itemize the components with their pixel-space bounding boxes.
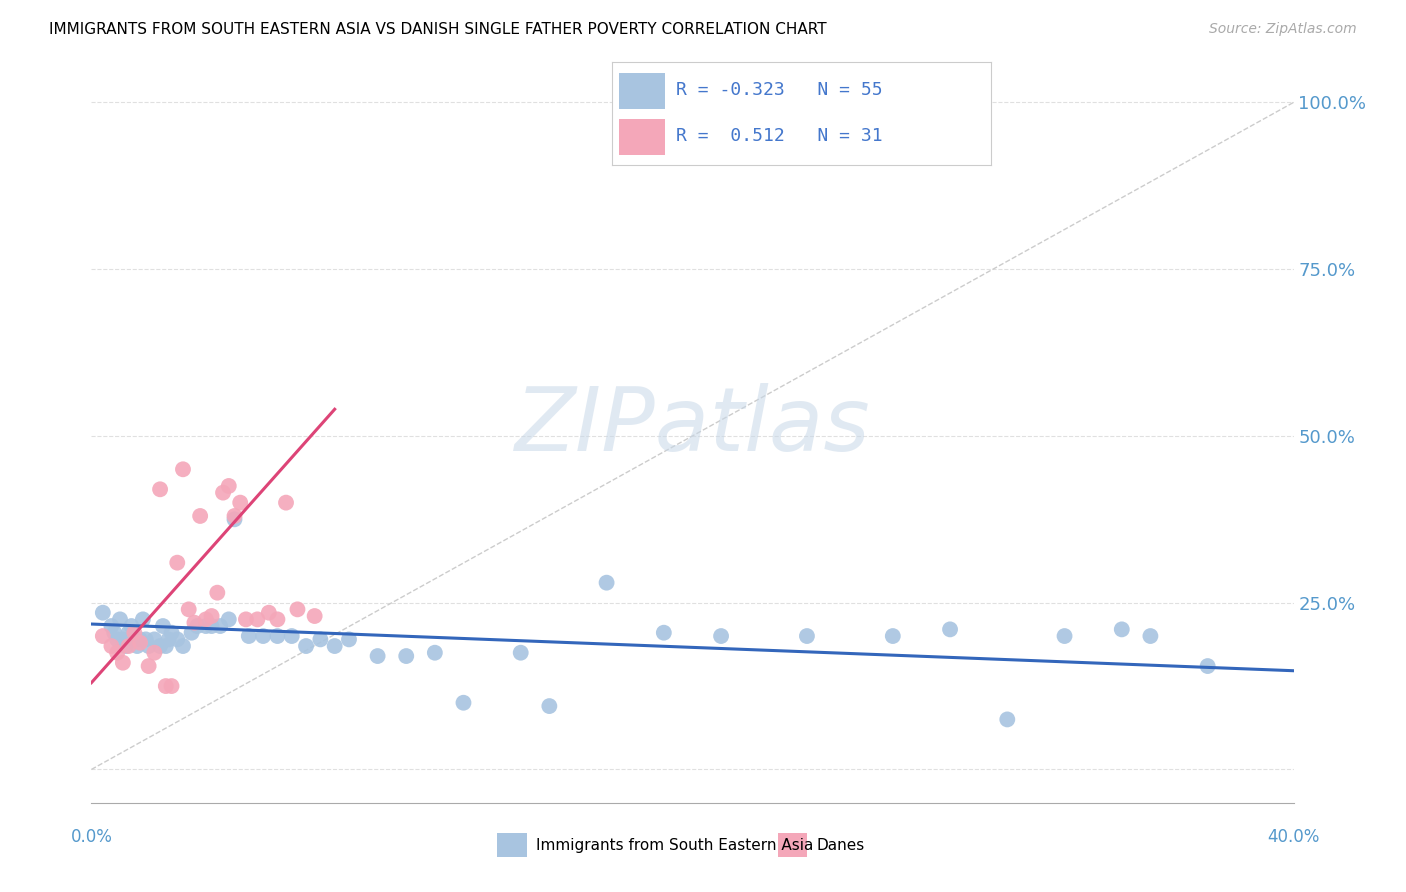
Point [132,612,155,626]
Point [281,629,304,643]
Point [882,629,904,643]
Point [796,629,818,643]
Bar [619,119,665,155]
Point [1139,629,1161,643]
Point [218,612,240,626]
Point [218,479,240,493]
Point [108,612,131,626]
Point [194,619,217,633]
Point [138,659,160,673]
Point [166,556,188,570]
Point [180,625,202,640]
Point [266,612,288,626]
Text: 0.0%: 0.0% [70,828,112,846]
Text: Immigrants from South Eastern Asia: Immigrants from South Eastern Asia [537,838,814,853]
Bar [498,833,526,857]
Text: ZIPatlas: ZIPatlas [515,383,870,469]
Point [212,485,235,500]
Point [201,619,224,633]
Point [224,508,246,523]
Bar [619,73,665,109]
Point [229,495,252,509]
Point [111,632,134,647]
Point [114,639,136,653]
Point [117,625,139,640]
Text: R = -0.323   N = 55: R = -0.323 N = 55 [676,81,883,99]
Point [105,632,128,647]
Point [129,632,152,647]
Point [266,629,288,643]
Point [274,495,297,509]
Point [1197,659,1219,673]
Point [538,699,561,714]
Point [155,679,177,693]
Point [103,625,125,640]
Point [1111,623,1133,637]
Point [138,639,160,653]
Point [337,632,360,647]
Text: IMMIGRANTS FROM SOUTH EASTERN ASIA VS DANISH SINGLE FATHER POVERTY CORRELATION C: IMMIGRANTS FROM SOUTH EASTERN ASIA VS DA… [49,22,827,37]
Point [157,632,180,647]
Point [201,609,224,624]
Point [224,512,246,526]
Point [124,632,146,647]
Text: R =  0.512   N = 31: R = 0.512 N = 31 [676,128,883,145]
Point [939,623,962,637]
Point [395,648,418,663]
Text: 40.0%: 40.0% [1267,828,1320,846]
Point [287,602,309,616]
Point [652,625,675,640]
Point [129,636,152,650]
Point [149,639,172,653]
Point [453,696,475,710]
Point [186,619,208,633]
Point [166,632,188,647]
Point [238,629,260,643]
Point [304,609,326,624]
Text: Danes: Danes [817,838,865,853]
Point [117,639,139,653]
Point [246,612,269,626]
Point [172,462,194,476]
Point [188,508,211,523]
Point [295,639,318,653]
Text: Source: ZipAtlas.com: Source: ZipAtlas.com [1209,22,1357,37]
Point [127,639,149,653]
Point [172,639,194,653]
Point [995,713,1018,727]
Point [160,679,183,693]
Point [235,612,257,626]
Point [183,615,205,630]
Point [595,575,617,590]
Point [121,619,143,633]
Point [124,625,146,640]
Point [257,606,280,620]
Point [309,632,332,647]
Point [105,646,128,660]
Point [323,639,346,653]
Point [149,483,172,497]
Point [91,606,114,620]
Point [91,629,114,643]
Point [111,656,134,670]
Point [1053,629,1076,643]
Point [100,619,122,633]
Point [135,632,157,647]
Point [509,646,531,660]
Point [100,639,122,653]
Point [160,625,183,640]
Point [177,602,200,616]
Point [423,646,446,660]
Point [143,646,166,660]
Point [207,585,229,599]
Point [252,629,274,643]
Point [155,639,177,653]
Point [367,648,389,663]
Point [143,632,166,647]
Point [209,619,232,633]
Point [710,629,733,643]
Point [152,619,174,633]
Bar [778,833,807,857]
Point [194,612,217,626]
